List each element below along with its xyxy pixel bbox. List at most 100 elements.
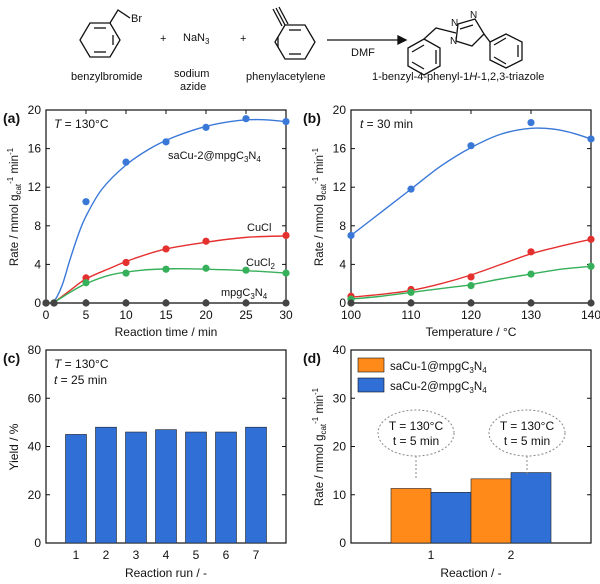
panel-a-xtick-label: 0: [43, 308, 50, 322]
phenylacetylene-structure: [274, 24, 316, 60]
panel-a-xtick-label: 25: [239, 308, 253, 322]
panel-a-xtick-label: 20: [199, 308, 213, 322]
panel-c-xtick-label: 4: [163, 548, 170, 562]
panel-b-xlabel: Temperature / °C: [426, 325, 517, 339]
panel-a-xtick-label: 10: [119, 308, 133, 322]
panel-c-xtick-label: 3: [133, 548, 140, 562]
panel-c-bar: [155, 429, 177, 544]
panel-b-point-cucl: [527, 248, 535, 256]
panel-b-xtick-label: 130: [521, 308, 541, 322]
panel-a-xtick-label: 30: [279, 308, 293, 322]
panel-c-data: [65, 426, 267, 544]
panel-d: 0 10 20 30 40 1 2 (d) Reaction / - Rate / mmol…: [303, 343, 592, 580]
legend-swatch-sacu1: [357, 357, 385, 373]
panel-c-annotation-1: T = 130°C: [54, 357, 109, 371]
panel-b-ytick-label: 0: [339, 296, 346, 310]
panel-c-xtick-label: 5: [193, 548, 200, 562]
panel-a-ticks: 0 4 8 12 16 20 0 5 10 15 20 25 30: [28, 103, 293, 322]
panel-c-xtick-label: 6: [223, 548, 230, 562]
panel-a-point-sacu-2-mpgc3n4: [282, 117, 290, 126]
sodium-azide-formula: NaN3: [183, 32, 210, 46]
panel-c-xtick-label: 1: [73, 548, 80, 562]
panel-b-point-sacu-2-mpgc3n4: [347, 231, 355, 240]
panel-a-ylabel: Rate / mmol gcat-1 min-1: [6, 147, 23, 266]
panel-b-curve-sacu-2-mpgc3n4: [350, 127, 592, 237]
panel-c-xlabel: Reaction run / -: [125, 566, 207, 580]
panel-c-ytick-label: 40: [28, 440, 42, 454]
panel-b-xtick-label: 120: [461, 308, 481, 322]
panel-a-letter: (a): [3, 110, 20, 126]
label-mpgc3n4-a: mpgC3N4: [221, 287, 268, 301]
panel-a-annotation: T = 130°C: [54, 117, 109, 131]
callout-2-line-2: t = 5 min: [504, 434, 550, 448]
panel-c-annotation-2: t = 25 min: [54, 373, 107, 387]
product-label: 1-benzyl-4-phenyl-1H-1,2,3-triazole: [372, 71, 544, 83]
panel-a-point-cucl: [162, 245, 170, 253]
legend-label-sacu1: saCu-1@mpgC3N4: [390, 361, 487, 375]
panel-b-ytick-label: 16: [333, 142, 347, 156]
panel-a-data: [42, 115, 290, 307]
panel-a-point-mpgc3n4: [50, 299, 58, 307]
panel-b-ytick-label: 12: [333, 180, 347, 194]
panel-b-letter: (b): [303, 110, 321, 126]
panel-b-point-cucl2: [407, 288, 415, 296]
panel-c-ytick-label: 20: [28, 488, 42, 502]
bromine-label: Br: [131, 13, 142, 25]
phenylacetylene-label: phenylacetylene: [246, 71, 326, 83]
panel-d-bar-sacu2: [430, 492, 472, 544]
panel-c-ytick-label: 0: [34, 536, 41, 550]
panel-b-point-cucl: [587, 235, 595, 243]
panel-a-point-cucl2: [162, 265, 170, 273]
panel-c-xtick-label: 7: [253, 548, 260, 562]
product-structure: [455, 18, 485, 47]
panel-c-ytick-label: 80: [28, 343, 42, 357]
panel-c-bar: [125, 431, 147, 544]
panel-a-point-sacu-2-mpgc3n4: [122, 158, 130, 166]
callout-2-line-1: T = 130°C: [500, 419, 555, 433]
panel-b-point-mpgc3n4: [467, 299, 475, 307]
label-cucl-a: CuCl: [247, 222, 271, 234]
legend-swatch-sacu2: [357, 377, 385, 393]
panel-a-point-cucl2: [242, 266, 250, 274]
panel-a-point-cucl: [202, 237, 210, 245]
panel-d-xtick-label: 2: [508, 548, 515, 562]
panel-d-bar-sacu2: [510, 472, 552, 544]
panel-b-point-cucl2: [467, 282, 475, 290]
panel-b-point-mpgc3n4: [347, 299, 355, 307]
panel-c-bar: [65, 434, 87, 544]
panel-a-point-mpgc3n4: [122, 299, 130, 307]
panel-d-ytick-label: 0: [339, 536, 346, 550]
panel-a-point-sacu-2-mpgc3n4: [82, 198, 90, 206]
panel-b-data: [347, 118, 595, 307]
panel-a-point-cucl2: [82, 279, 90, 287]
panel-a-point-cucl: [282, 231, 290, 240]
label-cucl2-a: CuCl2: [246, 257, 275, 271]
reaction-scheme-text: Br + NaN3 + DMF N N N benzylbromide sodi…: [71, 10, 544, 93]
panel-a-point-mpgc3n4: [282, 299, 290, 307]
panel-d-data: [390, 472, 552, 544]
callout-1-line-1: T = 130°C: [389, 419, 444, 433]
panel-a-xtick-label: 15: [159, 308, 173, 322]
benzylbromide-label: benzylbromide: [71, 71, 143, 83]
callout-bubble-1: [377, 409, 455, 457]
panel-c-bar: [185, 431, 207, 544]
panel-c: 0 20 40 60 80 1 2 3 4 5 6 7 (c) T = 130°C t = 25 mi…: [3, 343, 287, 580]
panel-b-point-cucl2: [587, 262, 595, 270]
solvent-label: DMF: [351, 47, 375, 59]
panel-c-xtick-label: 2: [103, 548, 110, 562]
panel-a-ytick-label: 20: [28, 103, 42, 117]
label-sacu2-a: saCu-2@mpgC3N4: [168, 150, 261, 164]
panel-d-ytick-label: 40: [333, 343, 347, 357]
panel-c-letter: (c): [3, 350, 20, 366]
panel-b-point-sacu-2-mpgc3n4: [527, 118, 535, 127]
panel-a-ytick-label: 0: [34, 296, 41, 310]
panel-a-ytick-label: 8: [34, 219, 41, 233]
panel-d-letter: (d): [303, 350, 321, 366]
panel-d-bar-sacu1: [390, 488, 432, 544]
panel-a-point-cucl2: [202, 264, 210, 272]
panel-b-point-sacu-2-mpgc3n4: [587, 135, 595, 143]
triazole-n3: N: [470, 10, 477, 21]
sodium-azide-label-line1: sodium: [174, 68, 209, 80]
panel-b-point-mpgc3n4: [407, 299, 415, 307]
